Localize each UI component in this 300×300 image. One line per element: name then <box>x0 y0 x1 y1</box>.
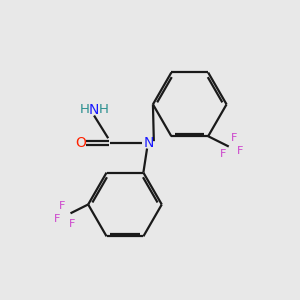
Text: O: O <box>75 136 86 150</box>
Text: F: F <box>220 149 226 159</box>
Text: H: H <box>80 103 89 116</box>
Text: F: F <box>69 220 75 230</box>
Text: H: H <box>98 103 108 116</box>
Text: F: F <box>58 201 65 211</box>
Text: F: F <box>237 146 243 156</box>
Text: N: N <box>143 136 154 150</box>
Text: F: F <box>54 214 60 224</box>
Text: N: N <box>89 103 99 117</box>
Text: F: F <box>231 133 237 143</box>
